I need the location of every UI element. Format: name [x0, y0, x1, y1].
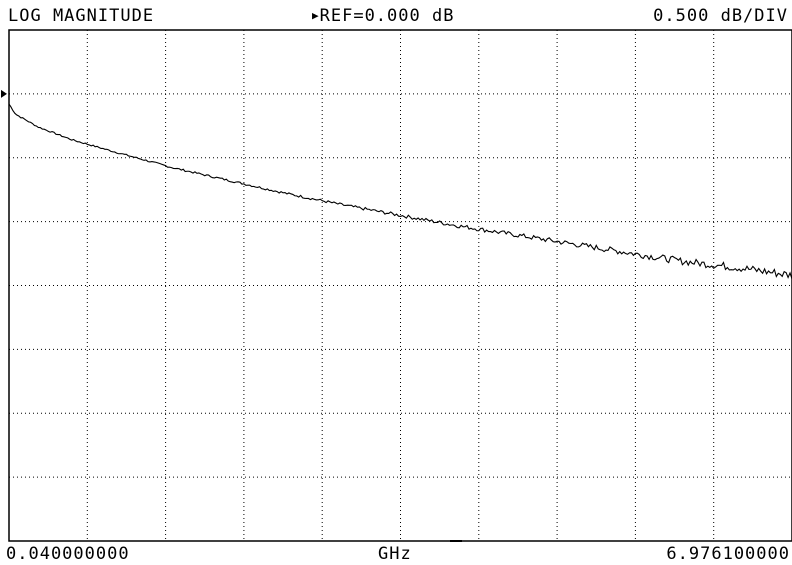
- center-marker: [450, 540, 462, 542]
- reference-level-label: ▶REF=0.000 dB: [312, 6, 454, 26]
- scale-per-division-label: 0.500 dB/DIV: [653, 6, 788, 26]
- ref-marker-icon: ▶: [312, 9, 320, 22]
- frequency-unit-label: GHz: [378, 544, 412, 564]
- reference-arrow-icon: [1, 89, 7, 98]
- display-mode-label: LOG MAGNITUDE: [8, 6, 155, 26]
- plot-frame: [8, 29, 792, 542]
- reference-level-value: REF=0.000 dB: [319, 6, 455, 26]
- stop-frequency-label: 6.976100000: [666, 544, 790, 564]
- trace-line: [8, 103, 792, 280]
- grid: [9, 30, 792, 541]
- start-frequency-label: 0.040000000: [6, 544, 130, 564]
